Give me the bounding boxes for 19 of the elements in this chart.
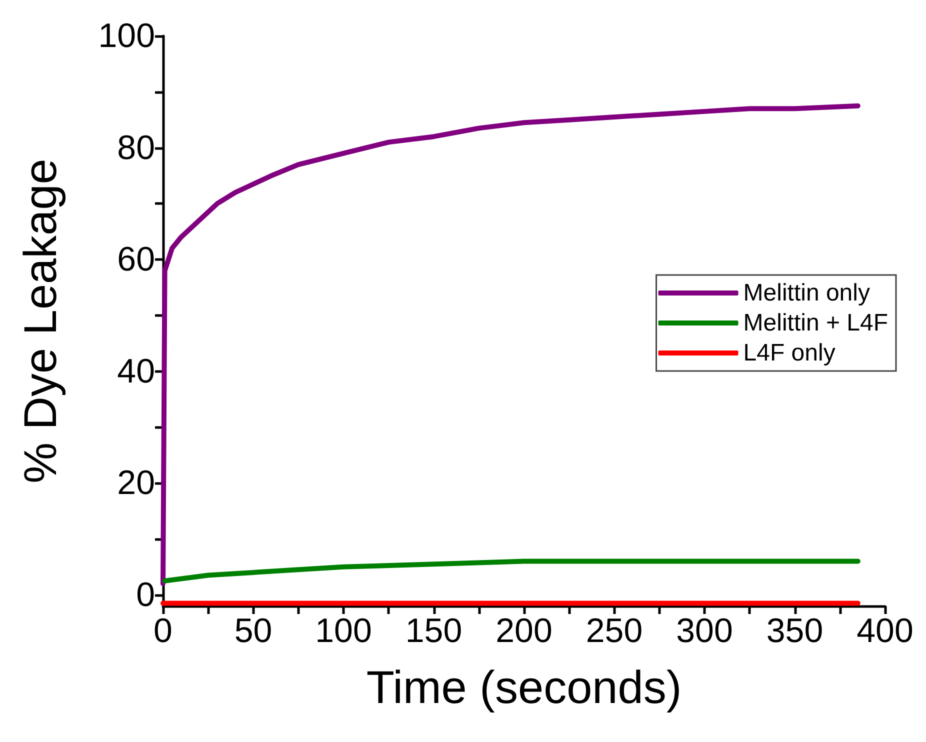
- y-tick-label: 60: [117, 240, 155, 279]
- y-tick-label: 100: [98, 17, 155, 55]
- x-axis-title: Time (seconds): [366, 661, 682, 713]
- x-tick-label: 400: [856, 612, 914, 650]
- y-tick-label: 40: [117, 352, 155, 390]
- y-tick-label: 0: [136, 576, 155, 614]
- legend-label: Melittin only: [743, 280, 870, 306]
- y-tick-label: 20: [117, 464, 155, 502]
- x-tick-label: 350: [766, 612, 824, 650]
- legend-label: L4F only: [743, 340, 836, 366]
- legend-label: Melittin + L4F: [743, 310, 888, 336]
- x-tick-label: 100: [315, 612, 372, 650]
- x-tick-label: 250: [586, 612, 643, 650]
- x-tick-label: 50: [234, 612, 272, 650]
- y-axis-title: % Dye Leakage: [14, 158, 66, 484]
- x-tick-label: 300: [676, 612, 733, 650]
- x-tick-label: 150: [405, 612, 462, 650]
- y-tick-label: 80: [117, 128, 155, 167]
- x-tick-label: 200: [496, 612, 552, 650]
